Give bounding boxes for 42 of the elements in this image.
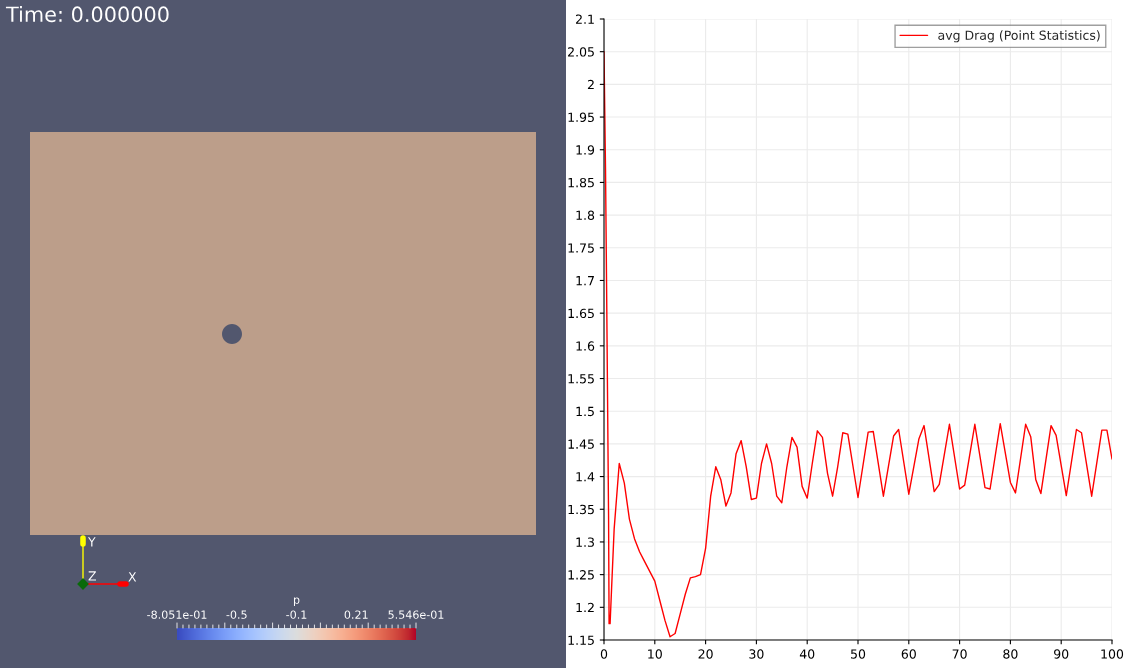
y-tick-label: 1.3 bbox=[576, 537, 594, 547]
x-tick-label: 60 bbox=[901, 649, 916, 659]
y-tick-label: 1.9 bbox=[576, 145, 595, 155]
x-tick-label: 100 bbox=[1101, 649, 1124, 659]
y-tick-label: 1.4 bbox=[576, 472, 595, 482]
x-tick-label: 10 bbox=[648, 649, 662, 659]
y-tick-label: 1.35 bbox=[568, 504, 594, 515]
y-tick-label: 1.65 bbox=[568, 308, 594, 319]
x-tick-label: 30 bbox=[749, 649, 764, 659]
y-tick-label: 2.1 bbox=[576, 14, 594, 24]
y-tick-label: 1.25 bbox=[568, 570, 594, 580]
text: Y bbox=[87, 537, 96, 547]
x-tick-label: 70 bbox=[952, 649, 967, 659]
text: -0.1 bbox=[286, 610, 307, 619]
y-tick-label: 1.2 bbox=[576, 602, 594, 613]
y-tick-label: 1.15 bbox=[568, 635, 594, 645]
text: -8.051e-01 bbox=[147, 610, 207, 619]
text: 0.21 bbox=[344, 610, 368, 619]
legend-label: avg Drag (Point Statistics) bbox=[938, 30, 1100, 43]
text: X bbox=[128, 572, 137, 582]
text: -0.5 bbox=[226, 610, 247, 619]
x-tick-label: 50 bbox=[851, 649, 866, 659]
y-tick-label: 2.05 bbox=[568, 47, 594, 57]
x-tick-label: 90 bbox=[1054, 649, 1069, 659]
text: Z bbox=[88, 571, 96, 581]
y-tick-label: 1.85 bbox=[568, 177, 594, 188]
y-tick-label: 1.45 bbox=[568, 439, 594, 449]
y-tick-label: 1.55 bbox=[568, 374, 594, 384]
x-tick-label: 0 bbox=[600, 649, 608, 659]
y-tick-label: 1.6 bbox=[576, 341, 595, 351]
color-bar-title: p bbox=[293, 597, 300, 606]
y-tick-label: 1.7 bbox=[576, 276, 594, 286]
text: Time: 0.000000 bbox=[5, 6, 169, 23]
x-tick-label: 20 bbox=[698, 649, 713, 659]
y-tick-label: 1.5 bbox=[576, 406, 594, 417]
y-tick-label: 2 bbox=[587, 79, 594, 90]
text: 5.546e-01 bbox=[388, 610, 444, 619]
y-tick-label: 1.95 bbox=[568, 112, 594, 122]
x-tick-label: 40 bbox=[799, 649, 815, 659]
y-tick-label: 1.8 bbox=[576, 210, 595, 221]
y-tick-label: 1.75 bbox=[568, 243, 594, 253]
x-tick-label: 80 bbox=[1003, 649, 1018, 659]
